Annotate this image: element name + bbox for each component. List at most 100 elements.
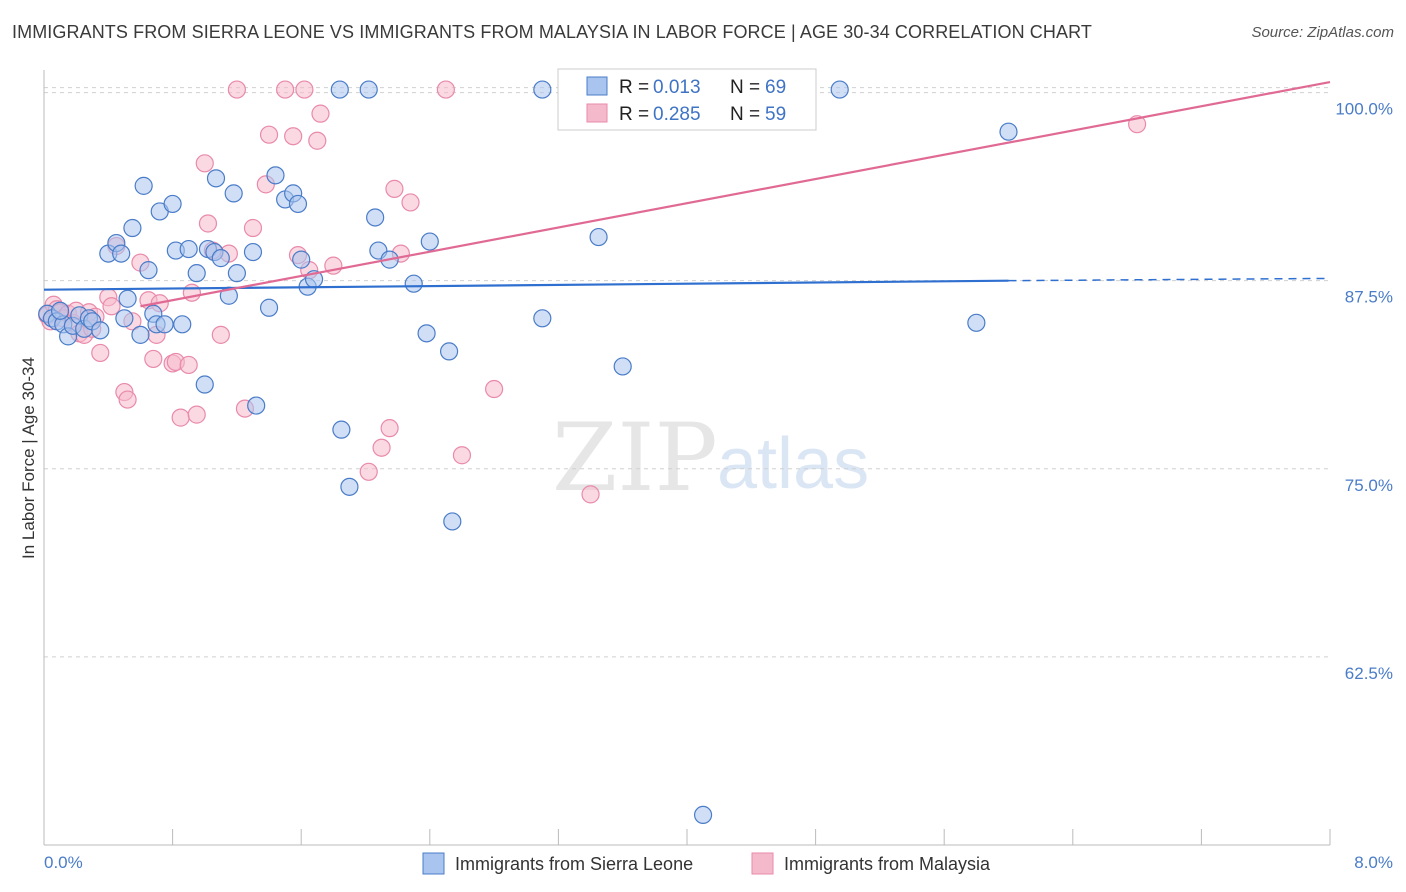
sierra-leone-point [420,232,439,251]
sierra-leone-point [173,315,192,334]
legend-n-label-2: N = [730,104,760,125]
bottom-legend-label-blue: Immigrants from Sierra Leone [455,854,693,874]
source-label: Source: ZipAtlas.com [1251,24,1394,41]
malaysia-point [372,438,391,457]
sierra-leone-point [533,309,552,328]
sierra-leone-point [288,194,308,214]
y-tick-label: 100.0% [1335,100,1393,119]
malaysia-point [295,80,314,99]
sierra-leone-point [224,184,243,203]
sierra-leone-point [589,227,608,247]
x-axis-ticks [43,829,1331,845]
y-tick-label: 87.5% [1345,288,1393,307]
watermark-atlas: atlas [717,424,869,504]
legend-box: R = 0.013 N = 69 R = 0.285 N = 59 [557,68,817,131]
malaysia-point [308,131,327,150]
sierra-leone-point [359,80,378,99]
sierra-leone-point [187,264,206,283]
y-axis-title: In Labor Force | Age 30-34 [19,357,38,559]
malaysia-point [187,405,206,424]
gridlines [44,87,1330,658]
malaysia-point [276,80,295,99]
sierra-leone-point [206,169,226,188]
legend-swatch-pink [586,103,608,123]
malaysia-point [195,154,214,173]
trend-lines [43,80,1331,308]
sierra-leone-point [613,357,632,376]
malaysia-point [171,408,190,427]
malaysia-point [401,193,420,212]
legend-r-label-1: R = [619,77,649,98]
sierra-leone-point [163,194,182,214]
malaysia-point [385,179,404,198]
y-tick-label: 75.0% [1345,476,1393,495]
sierra-leone-point [404,274,423,293]
sierra-leone-point [693,805,713,825]
legend-swatch-blue [586,76,608,96]
sierra-leone-point [134,176,153,195]
sierra-leone-point [330,80,349,99]
sierra-leone-point [443,512,462,531]
x-tick-label-min: 0.0% [44,853,83,872]
sierra-leone-point [967,313,986,332]
malaysia-point [485,379,504,399]
malaysia-point [102,297,121,316]
sierra-leone-point [179,239,198,259]
legend-r-value-2: 0.285 [653,104,701,125]
malaysia-point [311,104,330,123]
sierra-leone-point [91,321,110,340]
bottom-legend-label-pink: Immigrants from Malaysia [784,854,991,874]
sierra-leone-point [247,396,266,415]
bottom-legend-swatch-blue [422,852,445,875]
sierra-leone-point [266,166,285,185]
chart-title: IMMIGRANTS FROM SIERRA LEONE VS IMMIGRAN… [12,22,1092,42]
legend-n-label-1: N = [730,77,760,98]
sierra-leone-point [118,289,137,308]
trend-line-sierra-leone-extension [1008,277,1331,282]
sierra-leone-point [155,315,174,334]
sierra-leone-point [366,208,385,227]
sierra-leone-point [417,324,436,343]
watermark-zip: ZIP [552,404,718,513]
sierra-leone-point [115,309,134,328]
sierra-leone-point [195,375,214,394]
bottom-legend: Immigrants from Sierra Leone Immigrants … [422,852,991,875]
malaysia-point [179,355,198,375]
sierra-leone-point [292,250,311,269]
sierra-leone-point [50,301,70,320]
y-tick-labels: 62.5% 75.0% 87.5% 100.0% [1335,100,1393,683]
malaysia-point [359,462,378,481]
sierra-leone-point [227,264,246,283]
sierra-leone-point [999,122,1018,141]
sierra-leone-point [830,80,849,99]
trend-line-sierra-leone [43,279,1009,291]
malaysia-point [284,127,303,146]
legend-r-value-1: 0.013 [653,77,701,98]
malaysia-point [118,390,137,409]
sierra-leone-point [439,342,459,361]
malaysia-point [581,485,600,504]
malaysia-point [436,80,455,99]
bottom-legend-swatch-pink [751,852,774,875]
series-sierra-leone-points [38,80,1018,825]
sierra-leone-point [131,325,150,344]
sierra-leone-point [211,249,230,268]
sierra-leone-point [533,80,552,99]
malaysia-point [227,80,246,99]
sierra-leone-point [139,261,158,280]
legend-n-value-2: 59 [765,104,786,125]
x-tick-label-max: 8.0% [1354,853,1393,872]
series-malaysia-points [38,80,1147,504]
sierra-leone-point [259,298,279,317]
y-tick-label: 62.5% [1345,664,1393,683]
malaysia-point [380,419,399,438]
sierra-leone-point [332,420,351,439]
sierra-leone-point [112,244,131,263]
sierra-leone-point [243,242,263,262]
malaysia-point [91,343,110,363]
legend-r-label-2: R = [619,104,649,125]
trend-line-malaysia [140,80,1331,308]
malaysia-point [198,214,218,233]
malaysia-point [144,349,163,369]
malaysia-point [243,218,263,238]
